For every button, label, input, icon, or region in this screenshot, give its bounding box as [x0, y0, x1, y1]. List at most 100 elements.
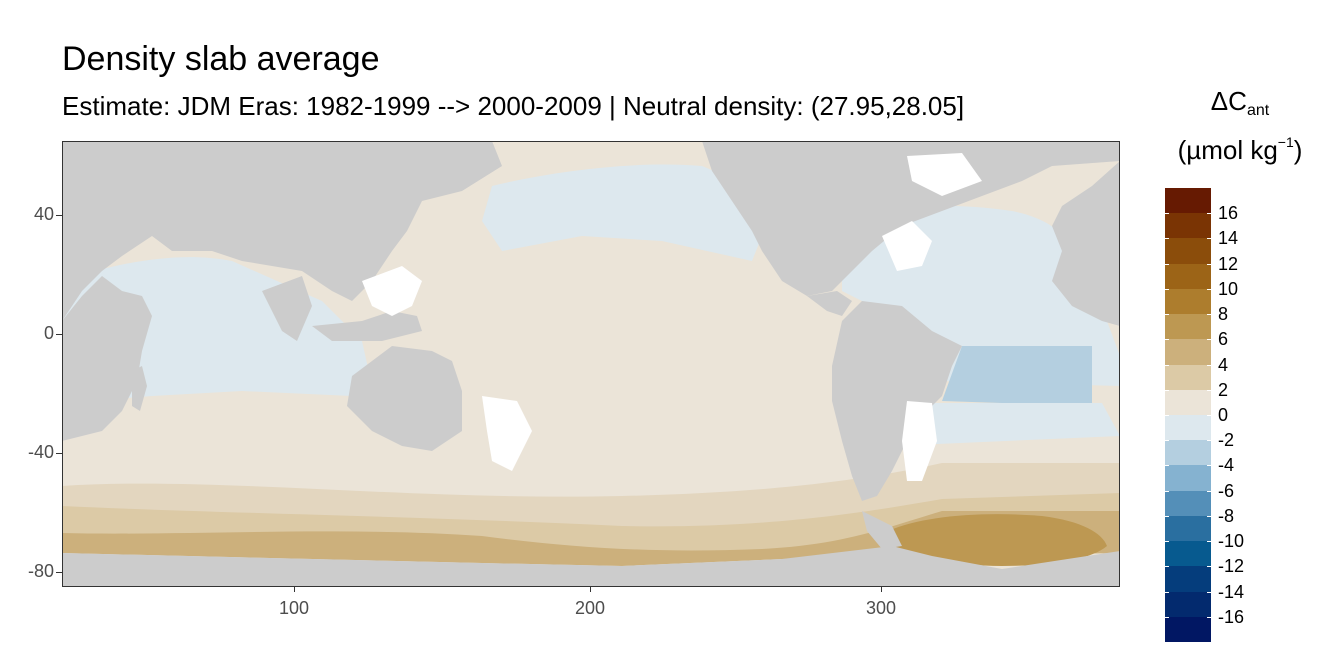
legend-label: 14 — [1218, 228, 1239, 249]
legend-label: 6 — [1218, 329, 1229, 350]
land-central-america — [807, 291, 852, 316]
legend-label: -14 — [1218, 581, 1245, 602]
x-tick-label: 100 — [278, 598, 310, 618]
colorbar-segment — [1165, 415, 1211, 441]
colorbar-tick — [1165, 616, 1169, 618]
colorbar-segment — [1165, 288, 1211, 315]
x-tick-label: 300 — [865, 598, 897, 618]
colorbar-segment — [1165, 616, 1211, 643]
legend-label: -12 — [1218, 556, 1245, 577]
colorbar-tick — [1165, 415, 1169, 416]
y-tick-label: -40 — [27, 442, 54, 462]
legend-label: -10 — [1218, 531, 1245, 552]
colorbar-tick — [1207, 213, 1211, 215]
colorbar-tick — [1207, 566, 1211, 568]
land-eurasia — [62, 141, 502, 321]
x-tick — [590, 586, 591, 592]
colorbar-segment — [1165, 263, 1211, 290]
colorbar-segment — [1165, 389, 1211, 416]
legend-unit: (µmol kg−1) — [1150, 134, 1330, 166]
legend-label: 2 — [1218, 379, 1229, 400]
legend-label: -8 — [1218, 505, 1235, 526]
colorbar-segment — [1165, 238, 1211, 265]
colorbar-tick — [1207, 339, 1211, 341]
y-tick — [56, 215, 62, 216]
colorbar-segment — [1165, 314, 1211, 340]
colorbar-tick — [1165, 591, 1169, 593]
land-australia — [347, 346, 462, 451]
colorbar-tick — [1207, 415, 1211, 416]
legend-label: 16 — [1218, 203, 1239, 224]
colorbar-tick — [1165, 440, 1169, 442]
colorbar-tick — [1165, 213, 1169, 215]
legend-unit-sup: −1 — [1277, 134, 1294, 150]
x-tick — [881, 586, 882, 592]
colorbar-tick — [1207, 440, 1211, 442]
y-tick — [56, 453, 62, 454]
colorbar-tick — [1165, 263, 1169, 265]
legend-label: -16 — [1218, 606, 1245, 627]
legend-label: 4 — [1218, 354, 1229, 375]
land-africa — [62, 276, 152, 441]
colorbar-tick — [1165, 566, 1169, 568]
y-tick — [56, 572, 62, 573]
legend-label: 10 — [1218, 278, 1239, 299]
map-title: Density slab average — [62, 40, 380, 78]
land-india — [262, 276, 312, 341]
colorbar-segment — [1165, 440, 1211, 466]
colorbar-tick — [1207, 591, 1211, 593]
colorbar-tick — [1165, 465, 1169, 467]
legend-title-sub: ant — [1246, 102, 1270, 119]
colorbar-tick — [1207, 389, 1211, 391]
map-frame — [62, 141, 1120, 587]
land-indonesia — [312, 311, 422, 341]
legend-label: 12 — [1218, 253, 1239, 274]
colorbar-tick — [1165, 389, 1169, 391]
legend-label: -4 — [1218, 455, 1235, 476]
colorbar-tick — [1165, 490, 1169, 492]
colorbar-tick — [1207, 541, 1211, 543]
land-south-america — [832, 301, 962, 501]
colorbar-tick — [1165, 314, 1169, 316]
colorbar-tick — [1207, 238, 1211, 240]
legend-title-main: ΔC — [1210, 86, 1247, 116]
nodata-hudson — [907, 153, 982, 196]
colorbar-tick — [1165, 288, 1169, 290]
nodata-coast-asia — [362, 266, 422, 316]
legend-unit-prefix: (µmol kg — [1177, 135, 1278, 165]
south-atlantic-central — [942, 346, 1092, 406]
colorbar-tick — [1207, 288, 1211, 290]
colorbar-segment — [1165, 515, 1211, 542]
legend-label: -6 — [1218, 480, 1235, 501]
y-tick-label: -80 — [27, 561, 54, 581]
x-tick-label: 200 — [574, 598, 606, 618]
colorbar-segment — [1165, 541, 1211, 567]
colorbar-segment — [1165, 339, 1211, 366]
land-madagascar — [132, 366, 147, 411]
colorbar-tick — [1207, 314, 1211, 316]
colorbar-segment — [1165, 490, 1211, 517]
land-antarctica — [62, 546, 1120, 587]
weddell-sea-region — [888, 514, 1107, 566]
legend-label: 0 — [1218, 405, 1229, 425]
colorbar-tick — [1165, 515, 1169, 517]
colorbar-segment — [1165, 188, 1211, 214]
land-antarctic-peninsula — [862, 511, 902, 549]
colorbar-tick — [1165, 364, 1169, 366]
colorbar-tick — [1207, 364, 1211, 366]
legend-title: ΔCant — [1150, 86, 1330, 120]
colorbar-segment — [1165, 591, 1211, 618]
land-north-america — [702, 141, 1120, 296]
colorbar-segment — [1165, 566, 1211, 593]
legend-label: 8 — [1218, 304, 1229, 325]
colorbar — [1165, 188, 1211, 643]
legend-unit-suffix: ) — [1293, 135, 1303, 165]
north-pacific-subpolar — [482, 164, 762, 261]
colorbar-tick — [1165, 339, 1169, 341]
colorbar-tick — [1165, 238, 1169, 240]
x-tick — [294, 586, 295, 592]
nodata-coast-nz — [482, 396, 532, 471]
colorbar-tick — [1207, 515, 1211, 517]
colorbar-segment — [1165, 465, 1211, 492]
y-tick-label: 40 — [33, 204, 54, 224]
